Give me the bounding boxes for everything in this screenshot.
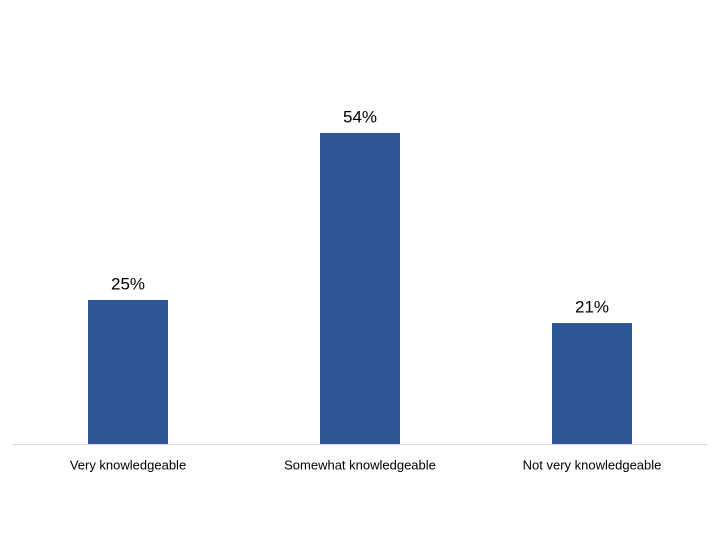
bar — [552, 323, 632, 444]
bar — [320, 132, 400, 444]
bar — [88, 300, 168, 444]
value-label: 54% — [343, 107, 377, 126]
value-label: 25% — [111, 274, 145, 293]
x-tick-label: Very knowledgeable — [70, 457, 186, 472]
x-tick-label: Not very knowledgeable — [523, 457, 662, 472]
x-tick-label: Somewhat knowledgeable — [284, 457, 436, 472]
value-label: 21% — [575, 298, 609, 317]
